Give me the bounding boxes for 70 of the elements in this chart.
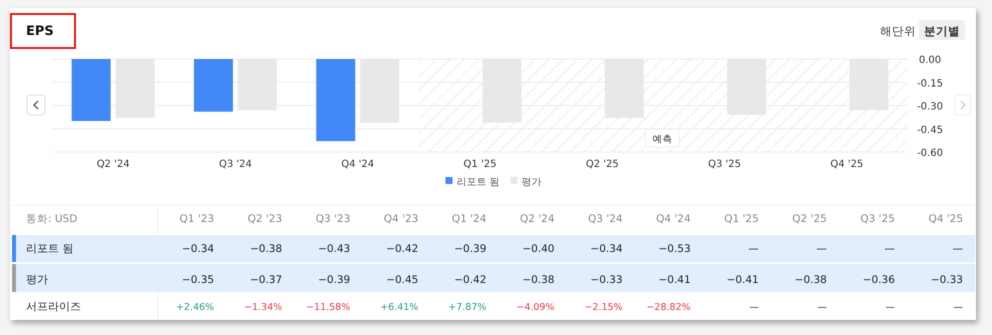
x-tick-label: Q2 '24 [96, 159, 130, 170]
category-label: Q1 '25 [724, 213, 759, 225]
text: 평가 [26, 273, 48, 286]
text: 분기별 [924, 24, 960, 38]
data-label: +6.41% [380, 302, 418, 313]
data-label: — [885, 302, 896, 313]
data-label: −0.39 [318, 274, 350, 286]
category-label: Q4 '24 [656, 213, 691, 225]
data-label: +2.46% [176, 302, 214, 313]
x-tick-label: Q1 '25 [464, 159, 496, 170]
y-tick-label: -0.30 [917, 102, 943, 112]
category-label: Q2 '25 [792, 213, 827, 225]
x-tick-label: Q4 '25 [830, 159, 864, 170]
data-label: −28.82% [646, 302, 691, 313]
category-label: Q1 '23 [180, 213, 214, 225]
x-tick-label: Q3 '25 [708, 159, 742, 170]
category-label: Q3 '23 [316, 213, 350, 225]
category-label: Q2 '23 [248, 213, 282, 225]
category-label: Q4 '25 [928, 213, 963, 225]
legend-label: 리포트 됨 [456, 177, 500, 188]
category-label: Q3 '24 [588, 213, 623, 225]
data-label: — [748, 243, 759, 255]
category-label: Q3 '25 [860, 213, 895, 225]
data-label: — [749, 302, 760, 313]
category-label: Q2 '24 [520, 213, 555, 225]
legend-label: 평가 [522, 177, 542, 188]
data-label: −0.41 [658, 274, 691, 286]
text: 통화: USD [26, 213, 78, 225]
data-label: −0.35 [182, 274, 214, 286]
category-label: Q1 '24 [452, 213, 487, 225]
text: 서프라이즈 [26, 300, 81, 313]
x-tick-label: Q4 '24 [341, 159, 374, 170]
data-label: −0.38 [250, 243, 282, 255]
data-label: −0.45 [386, 274, 418, 286]
data-label: −0.36 [862, 274, 896, 286]
data-label: — [952, 243, 963, 255]
data-label: −0.37 [250, 274, 282, 286]
data-label: −0.53 [658, 243, 691, 255]
chart-title: EPS [26, 24, 54, 39]
data-label: — [817, 302, 828, 313]
data-label: −0.38 [794, 274, 827, 286]
y-tick-label: -0.45 [917, 124, 943, 136]
data-label: −0.33 [590, 274, 623, 286]
data-label: −0.40 [522, 243, 554, 255]
category-label: Q4 '23 [384, 213, 418, 225]
data-label: — [954, 302, 964, 313]
data-label: +7.87% [448, 302, 486, 313]
y-tick-label: 0.00 [918, 55, 942, 66]
data-label: −2.15% [584, 302, 623, 313]
x-tick-label: Q2 '25 [586, 159, 619, 170]
data-label: −0.41 [726, 274, 759, 286]
data-label: — [816, 243, 827, 255]
data-label: — [884, 243, 895, 255]
band-label: 예측 [652, 134, 672, 145]
x-tick-label: Q3 '24 [218, 159, 252, 170]
data-label: −0.33 [930, 274, 963, 286]
data-label: −0.34 [182, 243, 214, 255]
data-label: −0.39 [454, 243, 486, 255]
data-label: −0.42 [454, 274, 486, 286]
data-label: −1.34% [244, 302, 282, 313]
y-tick-label: -0.60 [917, 148, 943, 159]
data-label: −0.42 [386, 243, 418, 255]
series-label: 리포트 됨 [26, 242, 74, 255]
data-label: −0.34 [590, 243, 623, 255]
data-label: −0.38 [522, 274, 554, 286]
data-label: −11.58% [306, 302, 350, 313]
text: 해단위 [880, 24, 916, 38]
y-tick-label: -0.15 [917, 78, 943, 90]
data-label: −4.09% [516, 302, 554, 313]
data-label: −0.43 [318, 243, 350, 255]
